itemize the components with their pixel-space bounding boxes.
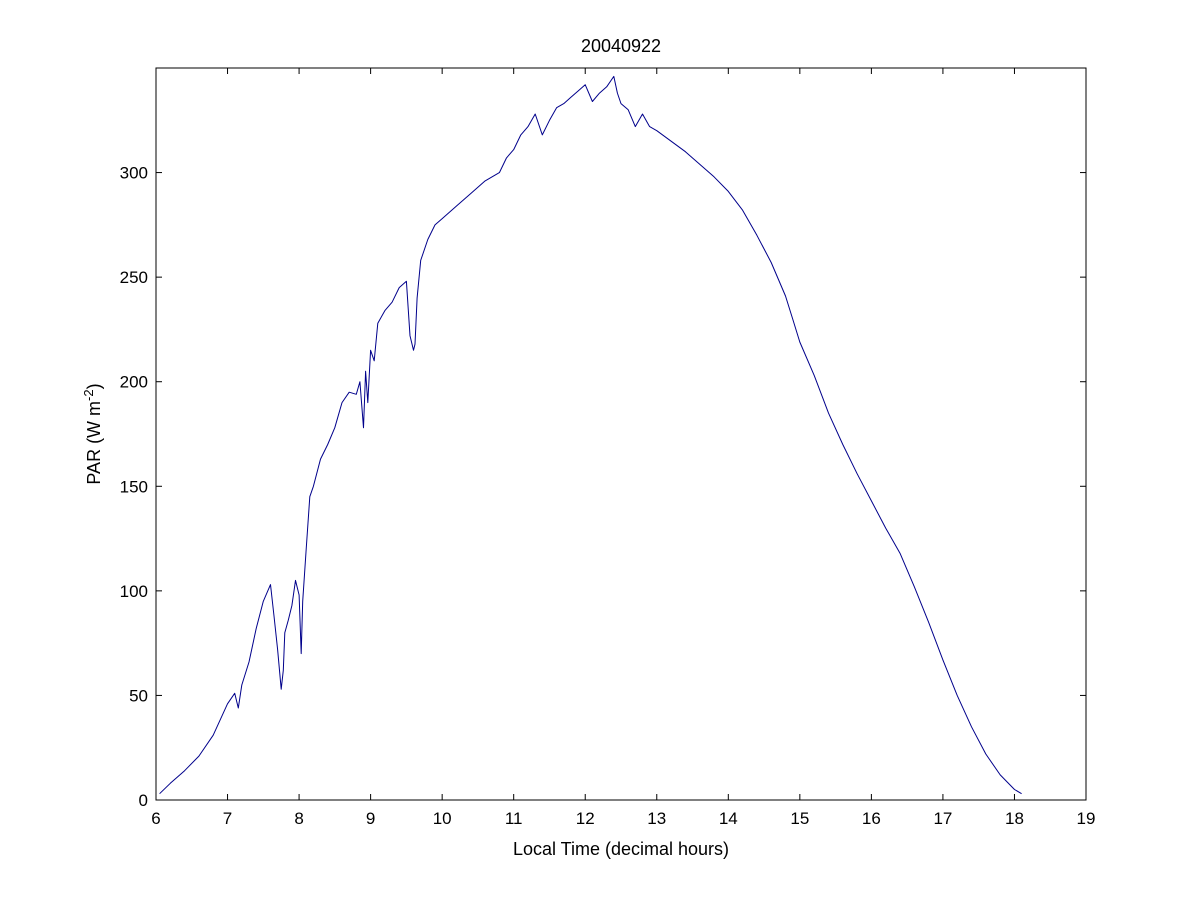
y-tick-label: 50 xyxy=(129,686,148,705)
y-tick-label: 100 xyxy=(120,582,148,601)
x-tick-label: 16 xyxy=(862,809,881,828)
plot-area xyxy=(156,68,1086,800)
y-tick-label: 250 xyxy=(120,268,148,287)
y-axis-label-superscript: -2 xyxy=(81,389,96,401)
x-tick-label: 10 xyxy=(433,809,452,828)
y-axis-label-main: PAR (W m xyxy=(84,401,104,485)
x-tick-label: 8 xyxy=(294,809,303,828)
y-axis-label: PAR (W m-2) xyxy=(81,383,105,484)
x-tick-label: 13 xyxy=(647,809,666,828)
y-axis-label-close: ) xyxy=(84,383,104,389)
series-line xyxy=(159,75,1022,795)
data-layer xyxy=(159,75,1022,795)
x-tick-label: 6 xyxy=(151,809,160,828)
x-axis-label: Local Time (decimal hours) xyxy=(513,839,729,859)
x-tick-label: 17 xyxy=(933,809,952,828)
x-tick-label: 14 xyxy=(719,809,738,828)
y-tick-label: 0 xyxy=(139,791,148,810)
y-tick-label: 150 xyxy=(120,477,148,496)
axes-frame xyxy=(155,67,1087,801)
y-tick-label: 300 xyxy=(120,164,148,183)
x-tick-label: 11 xyxy=(505,809,523,828)
x-tick-label: 18 xyxy=(1005,809,1024,828)
x-tick-label: 7 xyxy=(223,809,232,828)
x-tick-label: 15 xyxy=(790,809,809,828)
y-tick-label: 200 xyxy=(120,373,148,392)
tick-layer: 6 7 8 9 10 11 12 13 14 15 16 17 18 19 0 50 100 150 200 250 3… xyxy=(120,68,1096,828)
x-tick-label: 12 xyxy=(576,809,595,828)
x-tick-label: 9 xyxy=(366,809,375,828)
chart-title: 20040922 xyxy=(581,36,661,56)
x-tick-label: 19 xyxy=(1077,809,1096,828)
